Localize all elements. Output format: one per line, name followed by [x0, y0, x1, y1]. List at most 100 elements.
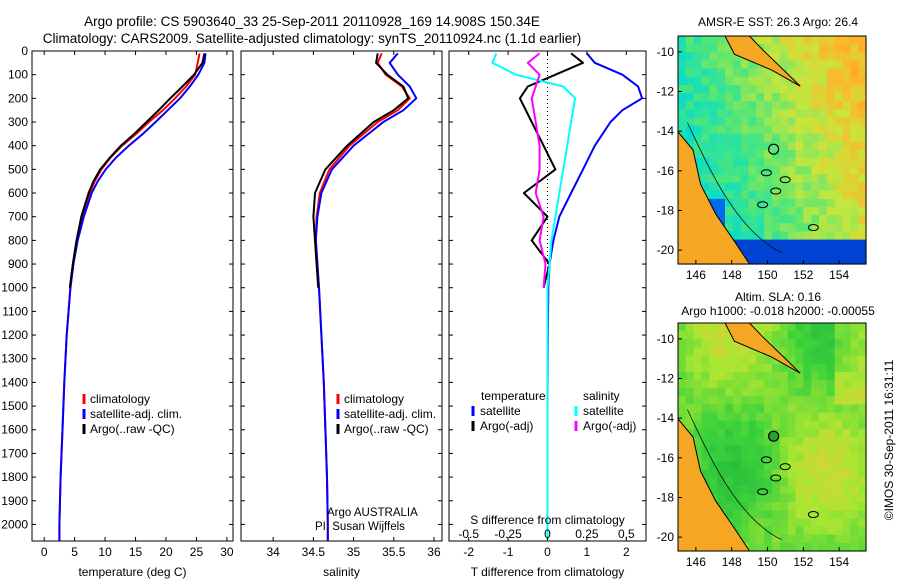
map-cell [756, 542, 765, 552]
figure-title-line2: Climatology: CARS2009. Satellite-adjuste… [43, 31, 582, 46]
map-cell [685, 331, 695, 340]
map-cell [803, 231, 812, 241]
map-cell [850, 182, 859, 192]
map-cell [842, 404, 851, 414]
map-cell [756, 158, 765, 167]
map-cell [693, 355, 703, 365]
map-cell [834, 445, 844, 454]
map-cell [748, 182, 757, 192]
map-cell [834, 396, 844, 405]
float-pi-text: PI: Susan Wijffels [315, 521, 405, 533]
depth-tick-label: 300 [8, 115, 28, 129]
map-cell [834, 239, 844, 249]
map-cell [826, 396, 836, 405]
map-cell [795, 437, 804, 446]
map-cell [795, 239, 804, 249]
depth-tick-label: 600 [8, 186, 28, 200]
map-cell [685, 347, 695, 357]
map-cell [858, 182, 867, 192]
map-cell [725, 207, 734, 216]
map-cell [709, 182, 718, 192]
map-cell [834, 526, 844, 536]
map-cell [834, 331, 844, 340]
map-cell [803, 182, 812, 192]
map-cell [858, 502, 867, 511]
map-cell [725, 117, 734, 127]
map-cell [756, 231, 765, 241]
map-cell [779, 502, 789, 511]
map-cell [803, 363, 812, 373]
map-cell [795, 339, 804, 348]
map-cell [850, 355, 859, 365]
map-cell [772, 133, 781, 143]
map-cell [740, 510, 750, 519]
map-cell [787, 494, 797, 503]
map-cell [787, 371, 797, 381]
map-y-tick-label: -14 [657, 411, 675, 425]
map-cell [701, 117, 710, 127]
map-cell [842, 510, 851, 519]
x-tick-label: 34.5 [302, 545, 326, 559]
map-cell [819, 109, 828, 118]
map-cell [740, 247, 750, 257]
map-cell [834, 485, 844, 495]
map-cell [819, 347, 828, 357]
map-cell [709, 117, 718, 127]
map-cell [717, 76, 726, 86]
map-cell [764, 412, 773, 422]
map-cell [850, 404, 859, 414]
x-tick-label: 20 [159, 545, 173, 559]
map-cell [709, 76, 718, 86]
map-cell [826, 84, 836, 94]
map-cell [740, 347, 750, 357]
map-cell [826, 412, 836, 422]
map-cell [842, 174, 851, 184]
map-cell [717, 494, 726, 503]
map-cell [740, 371, 750, 381]
map-cell [748, 247, 757, 257]
map-cell [779, 125, 789, 135]
map-cell [725, 453, 734, 462]
map-cell [834, 207, 844, 216]
map-y-tick-label: -20 [657, 243, 675, 257]
map-cell [850, 76, 859, 86]
map-cell [787, 182, 797, 192]
map-cell [701, 52, 710, 61]
map-cell [795, 518, 804, 528]
map-cell [787, 231, 797, 241]
map-cell [709, 166, 718, 175]
map-cell [779, 190, 789, 200]
map-cell [685, 117, 695, 127]
map-cell [803, 380, 812, 389]
map-cell [819, 84, 828, 94]
map-cell [803, 247, 812, 257]
map-cell [756, 323, 765, 332]
map-cell [756, 477, 765, 487]
sla-map-title-line1: Altim. SLA: 0.16 [735, 290, 821, 304]
map-cell [678, 84, 687, 94]
map-cell [709, 404, 718, 414]
map-cell [819, 174, 828, 184]
map-cell [693, 380, 703, 389]
map-cell [795, 182, 804, 192]
map-cell [717, 477, 726, 487]
map-cell [709, 420, 718, 430]
map-cell [819, 125, 828, 135]
map-cell [756, 76, 765, 86]
map-cell [740, 239, 750, 249]
map-cell [772, 502, 781, 511]
map-cell [834, 166, 844, 175]
map-cell [732, 207, 742, 216]
map-cell [779, 198, 789, 208]
depth-tick-label: 1400 [1, 375, 28, 389]
map-cell [779, 510, 789, 519]
map-cell [834, 198, 844, 208]
map-cell [787, 355, 797, 365]
map-cell [811, 215, 820, 224]
map-cell [779, 255, 789, 265]
map-cell [850, 109, 859, 118]
map-cell [693, 150, 703, 159]
map-y-tick-label: -14 [657, 124, 675, 138]
map-cell [693, 60, 703, 70]
depth-tick-label: 0 [21, 44, 28, 58]
